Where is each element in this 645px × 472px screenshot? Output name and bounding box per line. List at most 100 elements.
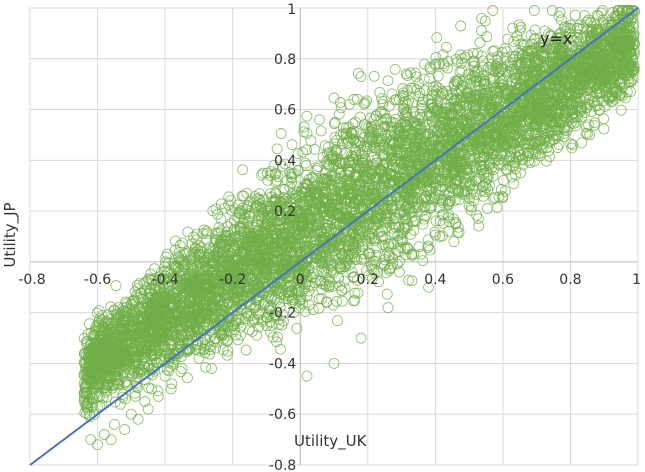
data-point	[399, 249, 411, 261]
data-point	[400, 68, 412, 80]
data-point	[223, 199, 235, 211]
data-point	[370, 249, 382, 261]
data-points	[78, 5, 641, 451]
data-point	[576, 137, 588, 149]
data-point	[537, 42, 549, 54]
data-point	[434, 215, 446, 227]
data-point	[406, 275, 418, 287]
data-point	[498, 174, 510, 186]
data-point	[364, 251, 376, 263]
data-point	[261, 167, 273, 179]
data-point	[494, 77, 506, 89]
data-point	[363, 247, 374, 259]
data-point	[336, 295, 348, 307]
data-point	[410, 67, 421, 79]
data-point	[528, 5, 540, 16]
data-point	[440, 41, 452, 53]
data-point	[527, 148, 539, 160]
data-point	[559, 21, 571, 33]
data-point	[516, 45, 528, 57]
data-point	[268, 160, 280, 172]
data-point	[424, 72, 436, 84]
data-point	[404, 67, 416, 79]
data-point	[413, 241, 425, 253]
data-point	[476, 12, 488, 24]
data-point	[579, 10, 591, 22]
data-point	[309, 143, 321, 155]
data-point	[580, 121, 592, 133]
data-point	[364, 247, 376, 259]
data-point	[588, 119, 600, 131]
data-point	[109, 396, 121, 408]
data-point	[390, 93, 402, 105]
data-point	[221, 349, 233, 361]
data-point	[333, 108, 345, 120]
data-point	[389, 94, 401, 106]
data-point	[368, 264, 380, 275]
data-point	[456, 53, 468, 65]
data-point	[383, 100, 395, 112]
data-point	[479, 15, 491, 27]
data-point	[399, 95, 411, 107]
data-point	[182, 372, 193, 384]
data-point	[307, 304, 319, 316]
data-point	[206, 363, 218, 374]
data-point	[468, 55, 480, 67]
data-point	[368, 70, 380, 82]
data-point	[556, 14, 567, 26]
data-point	[386, 88, 398, 100]
data-point	[394, 266, 405, 278]
data-point	[286, 139, 298, 151]
data-point	[328, 118, 340, 130]
data-point	[271, 143, 283, 155]
data-point	[246, 325, 258, 337]
data-point	[474, 36, 486, 48]
data-point	[508, 35, 520, 47]
data-point	[410, 71, 422, 83]
data-point	[334, 187, 346, 198]
data-point	[314, 114, 325, 126]
data-point	[482, 203, 493, 214]
data-point	[487, 5, 499, 16]
data-point	[424, 244, 436, 256]
data-point	[275, 128, 287, 139]
data-point	[237, 164, 249, 176]
data-point	[129, 387, 141, 399]
data-point	[546, 5, 558, 16]
data-point	[315, 125, 327, 137]
data-point	[537, 138, 549, 150]
data-point	[349, 287, 361, 299]
data-point	[569, 9, 581, 21]
data-point	[377, 99, 389, 110]
data-point	[508, 178, 520, 190]
data-point	[381, 288, 393, 300]
data-point	[598, 123, 610, 135]
data-point	[351, 93, 363, 105]
data-point	[513, 19, 525, 31]
data-point	[191, 234, 203, 246]
data-point	[431, 32, 443, 44]
data-point	[382, 75, 394, 87]
data-point	[213, 221, 225, 233]
data-point	[374, 86, 386, 98]
data-point	[352, 67, 364, 79]
data-point	[361, 265, 373, 276]
data-point	[430, 215, 442, 227]
data-point	[401, 70, 413, 81]
data-point	[463, 171, 475, 183]
data-point	[182, 226, 194, 238]
data-point	[355, 71, 367, 83]
data-point	[502, 33, 514, 45]
data-point	[589, 100, 601, 112]
data-point	[516, 154, 528, 166]
data-point	[240, 344, 252, 356]
data-point	[110, 280, 122, 292]
data-point	[313, 302, 325, 314]
data-point	[554, 6, 566, 18]
data-point	[301, 110, 313, 122]
data-point	[448, 236, 460, 248]
data-point	[476, 25, 487, 37]
data-point	[558, 128, 570, 140]
data-point	[455, 57, 467, 69]
